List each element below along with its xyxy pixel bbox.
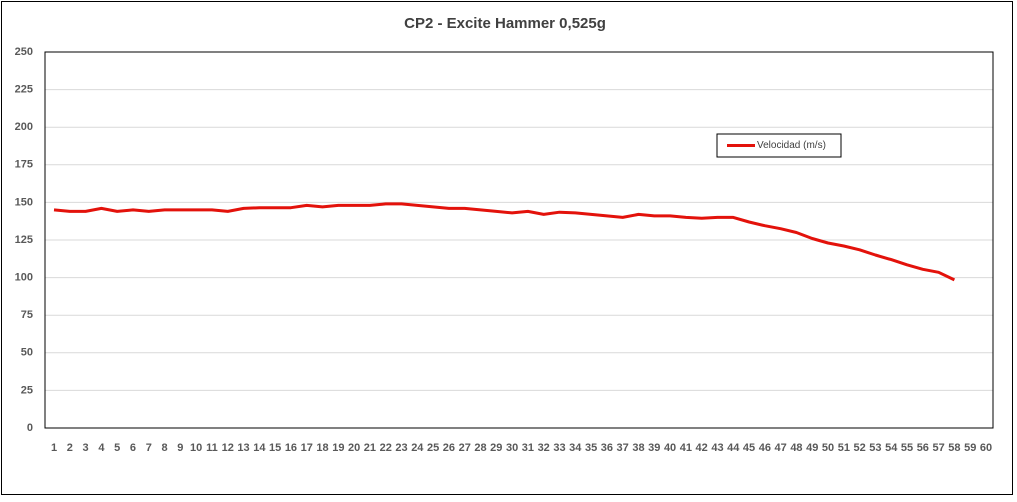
x-tick-label: 4	[98, 442, 105, 454]
y-tick-label: 25	[21, 384, 33, 396]
x-tick-label: 20	[348, 442, 360, 454]
x-tick-label: 21	[364, 442, 376, 454]
y-tick-label: 200	[15, 121, 33, 133]
x-tick-label: 5	[114, 442, 120, 454]
x-tick-label: 55	[901, 442, 913, 454]
x-tick-label: 48	[790, 442, 802, 454]
y-tick-label: 125	[15, 234, 33, 246]
plot-border	[44, 51, 994, 429]
x-tick-label: 19	[332, 442, 344, 454]
x-tick-label: 25	[427, 442, 439, 454]
x-tick-label: 43	[711, 442, 723, 454]
x-tick-label: 59	[964, 442, 976, 454]
x-tick-label: 37	[617, 442, 629, 454]
x-tick-label: 56	[917, 442, 929, 454]
x-tick-label: 58	[948, 442, 960, 454]
x-tick-label: 15	[269, 442, 281, 454]
x-tick-label: 18	[316, 442, 328, 454]
chart-title: CP2 - Excite Hammer 0,525g	[404, 15, 606, 32]
y-tick-label: 100	[15, 272, 33, 284]
x-tick-label: 45	[743, 442, 755, 454]
x-tick-label: 30	[506, 442, 518, 454]
y-tick-label: 50	[21, 347, 33, 359]
x-tick-label: 39	[648, 442, 660, 454]
x-tick-label: 51	[838, 442, 850, 454]
x-tick-label: 57	[932, 442, 944, 454]
x-tick-label: 17	[301, 442, 313, 454]
x-tick-label: 8	[162, 442, 168, 454]
x-tick-label: 35	[585, 442, 597, 454]
x-tick-label: 38	[632, 442, 644, 454]
x-tick-label: 7	[146, 442, 152, 454]
x-tick-label: 12	[222, 442, 234, 454]
x-tick-label: 16	[285, 442, 297, 454]
y-tick-label: 175	[15, 159, 33, 171]
x-tick-label: 13	[237, 442, 249, 454]
x-tick-label: 9	[177, 442, 183, 454]
x-tick-label: 11	[206, 442, 218, 454]
x-tick-label: 10	[190, 442, 202, 454]
x-tick-label: 28	[474, 442, 486, 454]
x-tick-label: 33	[553, 442, 565, 454]
legend-label: Velocidad (m/s)	[757, 140, 826, 151]
x-tick-label: 24	[411, 442, 424, 454]
x-tick-label: 40	[664, 442, 676, 454]
x-tick-label: 44	[727, 442, 740, 454]
x-tick-label: 23	[395, 442, 407, 454]
x-tick-label: 41	[680, 442, 692, 454]
x-tick-label: 46	[759, 442, 771, 454]
x-tick-label: 31	[522, 442, 534, 454]
x-tick-label: 50	[822, 442, 834, 454]
x-tick-label: 49	[806, 442, 818, 454]
legend-box	[716, 133, 842, 158]
y-tick-label: 0	[27, 422, 33, 434]
x-tick-label: 14	[253, 442, 266, 454]
x-tick-label: 32	[538, 442, 550, 454]
data-line	[53, 202, 956, 282]
x-tick-label: 42	[696, 442, 708, 454]
x-tick-label: 2	[67, 442, 73, 454]
x-tick-label: 36	[601, 442, 613, 454]
x-tick-label: 3	[83, 442, 89, 454]
x-tick-label: 6	[130, 442, 136, 454]
x-tick-label: 26	[443, 442, 455, 454]
x-tick-label: 22	[380, 442, 392, 454]
x-tick-label: 53	[869, 442, 881, 454]
y-tick-label: 150	[15, 196, 33, 208]
x-tick-label: 27	[459, 442, 471, 454]
y-tick-label: 225	[15, 84, 33, 96]
x-tick-label: 34	[569, 442, 582, 454]
y-tick-label: 75	[21, 309, 33, 321]
chart-area	[1, 1, 1013, 495]
x-tick-label: 47	[775, 442, 787, 454]
y-tick-label: 250	[15, 46, 33, 58]
x-tick-label: 1	[51, 442, 57, 454]
x-tick-label: 54	[885, 442, 898, 454]
x-tick-label: 52	[854, 442, 866, 454]
x-tick-label: 60	[980, 442, 992, 454]
x-tick-label: 29	[490, 442, 502, 454]
